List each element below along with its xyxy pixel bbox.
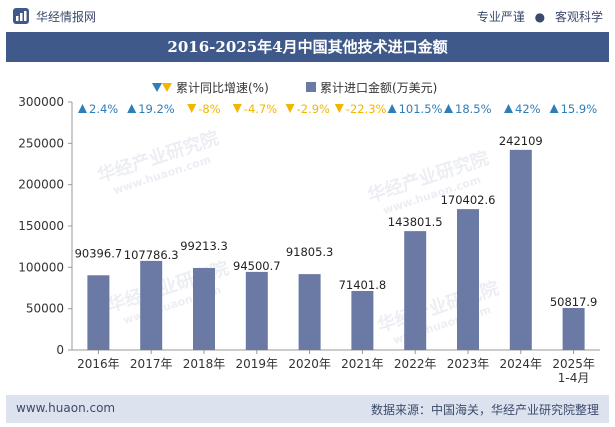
bar: [457, 209, 479, 350]
tagline-left: 专业严谨: [476, 10, 525, 24]
data-label: 107786.3: [124, 248, 179, 262]
legend-growth-icon: [152, 83, 162, 92]
data-label: 91805.3: [286, 245, 334, 259]
growth-label: 18.5%: [455, 102, 492, 116]
growth-label: 101.5%: [399, 102, 443, 116]
growth-up-icon: [387, 104, 397, 113]
x-tick-label: 2021年: [341, 357, 384, 371]
x-tick-label: 2018年: [183, 357, 226, 371]
tagline: 专业严谨 ● 客观科学: [477, 8, 603, 25]
x-tick-label: 2017年: [130, 357, 173, 371]
growth-down-icon: [285, 104, 295, 113]
footer-url[interactable]: www.huaon.com: [16, 401, 116, 415]
x-tick-label: 2016年: [77, 357, 120, 371]
bar: [298, 274, 321, 350]
growth-row: 2.4% 19.2% -8% -4.7% -2.9% -22.3% 101.5% 18.5% 4…: [78, 102, 597, 116]
growth-up-icon: [504, 104, 513, 113]
x-tick-label: 1-4月: [558, 371, 590, 385]
x-tick-label: 2019年: [236, 357, 279, 371]
data-label: 242109: [499, 134, 543, 148]
footer: www.huaon.com 数据来源：中国海关，华经产业研究院整理: [6, 395, 609, 423]
data-label: 50817.9: [550, 295, 598, 309]
growth-label: -2.9%: [297, 102, 330, 116]
bar: [562, 307, 585, 350]
data-label: 143801.5: [388, 215, 443, 229]
legend-growth-icon-down: [162, 83, 172, 92]
bar: [140, 260, 163, 350]
tagline-right: 客观科学: [554, 10, 603, 24]
growth-label: -8%: [198, 102, 220, 116]
growth-down-icon: [187, 104, 197, 113]
bars: 90396.7 2016年 107786.3 2017年 99213.3 2018年 945…: [75, 134, 598, 385]
growth-up-icon: [549, 104, 559, 113]
growth-label: 42%: [515, 102, 541, 116]
y-tick-label: 300000: [18, 95, 64, 109]
y-tick-label: 200000: [18, 178, 64, 192]
growth-label: -4.7%: [244, 102, 277, 116]
legend-amount-label: 累计进口金额(万美元): [320, 80, 437, 95]
x-tick-label: 2022年: [394, 357, 437, 371]
top-bar: 华经情报网 专业严谨 ● 客观科学: [0, 0, 615, 32]
data-label: 170402.6: [441, 193, 496, 207]
x-tick-label: 2023年: [447, 357, 490, 371]
growth-down-icon: [334, 104, 344, 113]
axes: 0 50000 100000 150000 200000 250000 300000: [18, 95, 600, 357]
bar: [193, 267, 215, 350]
x-tick-label: 2020年: [288, 357, 331, 371]
legend-amount-swatch: [306, 82, 316, 92]
y-tick-label: 250000: [18, 136, 64, 150]
y-tick-label: 50000: [26, 302, 64, 316]
y-tick-label: 150000: [18, 219, 64, 233]
growth-label: 15.9%: [561, 102, 598, 116]
data-label: 99213.3: [180, 239, 228, 253]
growth-label: 19.2%: [138, 102, 175, 116]
x-tick-label: 2025年: [552, 357, 595, 371]
data-source: 数据来源：中国海关，华经产业研究院整理: [370, 403, 599, 417]
data-label: 94500.7: [233, 259, 281, 273]
tagline-separator: ●: [534, 10, 546, 24]
growth-up-icon: [444, 104, 453, 113]
data-label: 71401.8: [339, 278, 387, 292]
chart-title: 2016-2025年4月中国其他技术进口金额: [6, 32, 609, 62]
y-tick-label: 100000: [18, 260, 64, 274]
brand[interactable]: 华经情报网: [12, 7, 96, 25]
data-label: 90396.7: [75, 246, 123, 260]
bar: [245, 271, 268, 350]
bar: [87, 275, 110, 350]
legend-growth-label: 累计同比增速(%): [176, 81, 269, 95]
growth-down-icon: [232, 104, 242, 113]
bar: [509, 149, 532, 350]
x-tick-label: 2024年: [500, 357, 543, 371]
bar: [404, 231, 427, 350]
brand-logo-icon: [13, 8, 29, 24]
growth-label: 2.4%: [89, 102, 118, 116]
growth-up-icon: [127, 104, 137, 113]
legend: 累计同比增速(%) 累计进口金额(万美元): [152, 80, 437, 95]
y-tick-label: 0: [56, 343, 64, 357]
bar: [351, 290, 374, 350]
brand-name: 华经情报网: [36, 9, 97, 24]
growth-label: -22.3%: [346, 102, 387, 116]
growth-up-icon: [78, 104, 87, 113]
